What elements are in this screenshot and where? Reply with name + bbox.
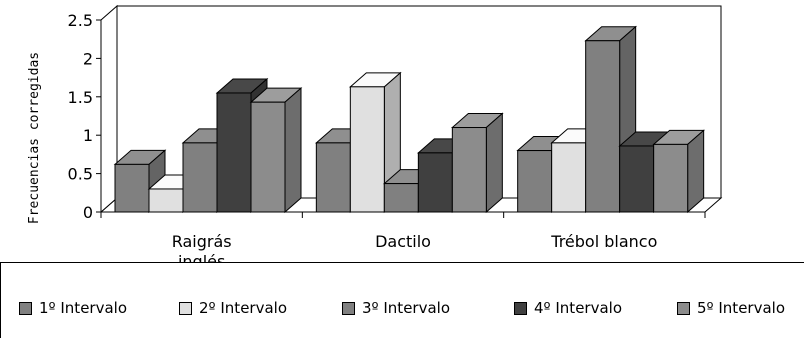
legend-item: 5º Intervalo — [677, 298, 785, 318]
bars-layer — [113, 25, 705, 214]
legend-label: 1º Intervalo — [39, 299, 128, 317]
bar-front — [551, 142, 587, 213]
y-tick-label: 1 — [83, 126, 93, 145]
bar-front — [349, 86, 385, 213]
y-tick-label: 0.5 — [68, 165, 93, 184]
legend-swatch — [19, 301, 32, 315]
y-tick-label: 2 — [83, 49, 93, 68]
legend-label: 3º Intervalo — [362, 299, 451, 317]
bar-side — [485, 112, 503, 214]
x-tick-label: Raigrás inglés — [172, 232, 232, 262]
bar — [652, 129, 705, 214]
legend-swatch — [179, 301, 192, 315]
legend-label: 2º Intervalo — [199, 299, 288, 317]
x-tick-label: Trébol blanco — [550, 232, 657, 251]
bar — [249, 87, 303, 214]
x-axis: Raigrás inglés Dactilo Trébol blanco — [100, 211, 706, 262]
legend-label: 4º Intervalo — [534, 299, 623, 317]
bar-front — [250, 101, 286, 213]
bar-front — [182, 142, 218, 213]
bar-front — [315, 142, 351, 213]
legend-item: 1º Intervalo — [19, 298, 127, 318]
bar-side — [687, 129, 705, 214]
y-tick-label: 1.5 — [68, 88, 93, 107]
bar-side — [284, 87, 302, 214]
legend-item: 3º Intervalo — [342, 298, 450, 318]
bar-front — [517, 150, 553, 213]
legend: 1º Intervalo 2º Intervalo 3º Intervalo 4º I… — [0, 262, 804, 338]
legend-swatch — [677, 301, 690, 315]
bar-front — [653, 143, 689, 213]
bar — [451, 112, 504, 214]
y-tick-label: 0 — [83, 203, 93, 222]
y-axis-label: Frecuencias corregidas — [27, 52, 42, 224]
bar-front — [451, 127, 487, 213]
bar-chart: 0 0.5 1 1.5 2 2.5 Raigrás inglés Dactilo Trébol … — [27, 4, 723, 262]
bar-front — [585, 40, 621, 213]
bar-front — [417, 152, 453, 213]
y-tick-label: 2.5 — [68, 11, 93, 30]
bar-front — [114, 163, 150, 213]
bar-front — [148, 188, 184, 213]
bar-front — [216, 92, 252, 213]
x-tick-label: Dactilo — [375, 232, 431, 251]
legend-swatch — [514, 301, 527, 315]
bar-front — [619, 145, 655, 213]
bar-front — [383, 183, 419, 213]
legend-label: 5º Intervalo — [697, 299, 786, 317]
legend-item: 4º Intervalo — [514, 298, 622, 318]
y-axis: 0 0.5 1 1.5 2 2.5 — [68, 11, 102, 222]
legend-item: 2º Intervalo — [179, 298, 287, 318]
legend-swatch — [342, 301, 355, 315]
